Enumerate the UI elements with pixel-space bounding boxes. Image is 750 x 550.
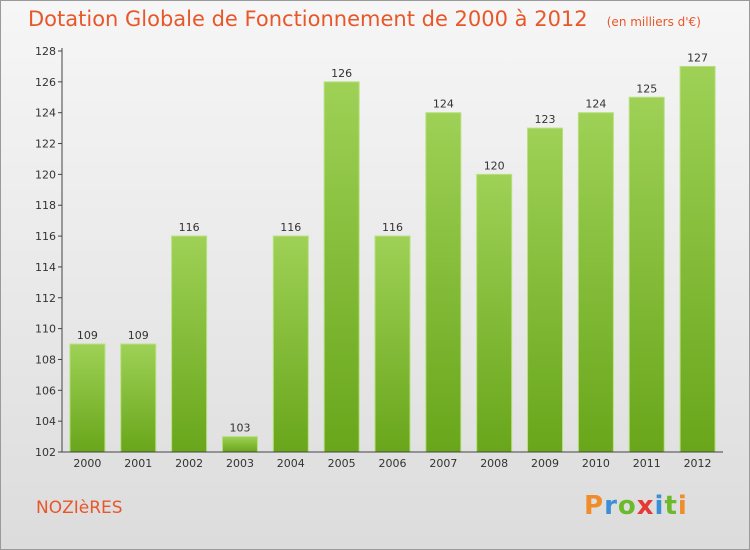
bar-value-label: 127 — [687, 51, 708, 64]
bar-value-label: 126 — [331, 67, 352, 80]
commune-name: NOZIèRES — [36, 498, 123, 518]
logo-letter: r — [604, 491, 618, 521]
x-tick-label: 2001 — [124, 457, 152, 470]
bar-2005 — [323, 81, 360, 453]
bar-value-label: 120 — [484, 159, 505, 172]
y-tick-label: 124 — [35, 107, 56, 120]
bar-2002 — [171, 235, 208, 453]
y-tick-label: 114 — [35, 261, 56, 274]
bar-value-label: 124 — [433, 98, 454, 111]
bar-2012 — [679, 65, 716, 453]
x-tick-label: 2007 — [429, 457, 457, 470]
logo-letter: P — [584, 491, 605, 521]
bar-value-label: 123 — [535, 113, 556, 126]
bar-2006 — [374, 235, 411, 453]
logo-letter: i — [654, 491, 665, 521]
y-tick-label: 108 — [35, 353, 56, 366]
y-tick-label: 106 — [35, 384, 56, 397]
bar-2007 — [425, 112, 462, 453]
bar-value-label: 116 — [382, 221, 403, 234]
x-tick-label: 2012 — [684, 457, 712, 470]
bar-value-label: 124 — [585, 98, 606, 111]
x-tick-label: 2002 — [175, 457, 203, 470]
chart-subtitle: (en milliers d'€) — [606, 15, 701, 29]
bar-2000 — [69, 343, 106, 453]
y-tick-label: 104 — [35, 415, 56, 428]
y-tick-label: 102 — [35, 446, 56, 459]
x-tick-label: 2005 — [328, 457, 356, 470]
bar-2009 — [527, 127, 564, 453]
bar-value-label: 109 — [128, 329, 149, 342]
logo-letter: t — [664, 491, 678, 521]
x-tick-label: 2003 — [226, 457, 254, 470]
bar-value-label: 103 — [229, 422, 250, 435]
y-tick-label: 110 — [35, 323, 56, 336]
bar-value-label: 116 — [280, 221, 301, 234]
bar-value-label: 125 — [636, 82, 657, 95]
logo-letter: i — [677, 491, 688, 521]
x-tick-label: 2009 — [531, 457, 559, 470]
logo-letter: o — [617, 491, 637, 521]
y-tick-label: 128 — [35, 45, 56, 58]
proxiti-logo: Proxiti — [584, 491, 688, 521]
title-row: Dotation Globale de Fonctionnement de 20… — [28, 7, 701, 31]
bar-2010 — [577, 112, 614, 453]
y-tick-label: 126 — [35, 76, 56, 89]
bar-2004 — [272, 235, 309, 453]
x-tick-label: 2006 — [379, 457, 407, 470]
x-tick-label: 2000 — [73, 457, 101, 470]
x-tick-label: 2004 — [277, 457, 305, 470]
x-tick-label: 2010 — [582, 457, 610, 470]
bar-2001 — [120, 343, 157, 453]
y-tick-label: 118 — [35, 199, 56, 212]
y-tick-label: 122 — [35, 138, 56, 151]
bar-value-label: 109 — [77, 329, 98, 342]
y-tick-label: 112 — [35, 292, 56, 305]
y-tick-label: 116 — [35, 230, 56, 243]
chart-title: Dotation Globale de Fonctionnement de 20… — [28, 7, 588, 31]
x-tick-label: 2008 — [480, 457, 508, 470]
y-tick-label: 120 — [35, 168, 56, 181]
bar-2008 — [476, 173, 513, 453]
bar-2011 — [628, 96, 665, 453]
x-tick-label: 2011 — [633, 457, 661, 470]
logo-letter: x — [636, 491, 655, 521]
bar-2003 — [221, 436, 258, 453]
bar-value-label: 116 — [179, 221, 200, 234]
